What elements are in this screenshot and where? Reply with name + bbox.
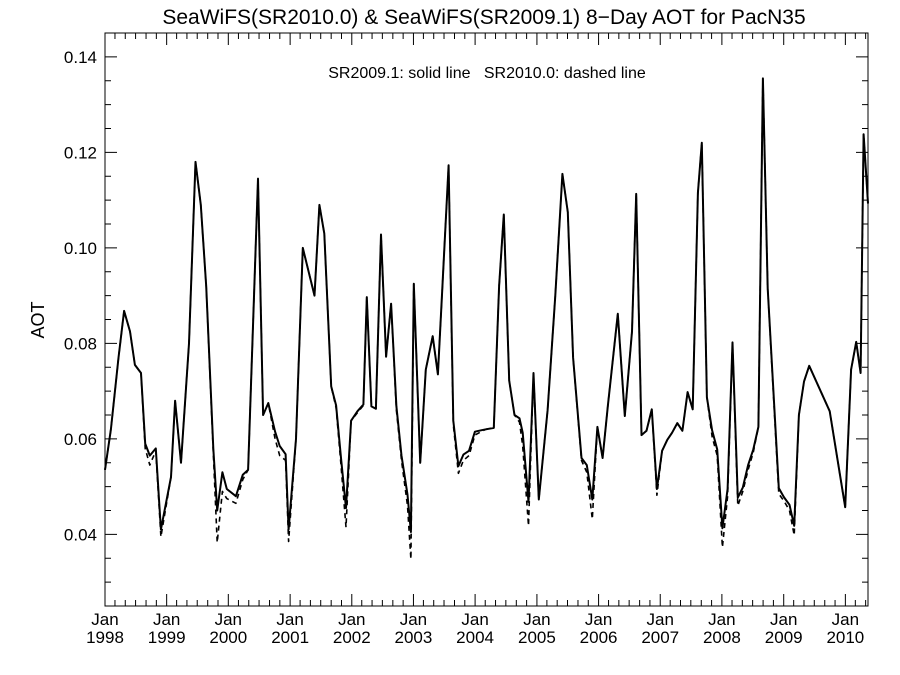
x-tick-label-year: 2001	[271, 628, 309, 647]
y-tick-label: 0.12	[64, 143, 97, 162]
series-line-sr2009-1	[104, 77, 869, 533]
x-tick-label-month: Jan	[832, 610, 859, 629]
x-tick-label-month: Jan	[400, 610, 427, 629]
x-tick-label-year: 2000	[209, 628, 247, 647]
x-tick-label-month: Jan	[770, 610, 797, 629]
x-tick-label-year: 2002	[333, 628, 371, 647]
x-tick-label-year: 1998	[86, 628, 124, 647]
x-tick-label-month: Jan	[91, 610, 118, 629]
x-tick-label-year: 2008	[703, 628, 741, 647]
x-tick-label-year: 2005	[518, 628, 556, 647]
y-tick-label: 0.10	[64, 239, 97, 258]
x-tick-label-month: Jan	[523, 610, 550, 629]
x-tick-label-year: 2006	[580, 628, 618, 647]
y-tick-label: 0.14	[64, 48, 97, 67]
y-axis-label: AOT	[28, 301, 48, 338]
x-tick-label-year: 1999	[148, 628, 186, 647]
x-tick-label-month: Jan	[647, 610, 674, 629]
chart-title: SeaWiFS(SR2010.0) & SeaWiFS(SR2009.1) 8−…	[162, 6, 805, 29]
x-tick-label-year: 2004	[456, 628, 494, 647]
series-layer	[104, 77, 869, 561]
x-tick-label-month: Jan	[338, 610, 365, 629]
x-tick-label-year: 2009	[765, 628, 803, 647]
x-tick-label-month: Jan	[708, 610, 735, 629]
legend-annotation: SR2009.1: solid line SR2010.0: dashed li…	[328, 65, 646, 82]
x-axis-ticks: Jan1998Jan1999Jan2000Jan2001Jan2002Jan20…	[86, 33, 867, 647]
y-tick-label: 0.08	[64, 334, 97, 353]
x-tick-label-year: 2003	[395, 628, 433, 647]
x-tick-label-month: Jan	[461, 610, 488, 629]
x-tick-label-year: 2010	[826, 628, 864, 647]
y-axis-ticks: 0.04 0.06 0.08 0.10 0.12 0.14	[64, 48, 868, 583]
y-tick-label: 0.06	[64, 430, 97, 449]
x-tick-label-month: Jan	[276, 610, 303, 629]
x-tick-label-month: Jan	[215, 610, 242, 629]
x-tick-label-year: 2007	[641, 628, 679, 647]
y-tick-label: 0.04	[64, 525, 97, 544]
x-tick-label-month: Jan	[585, 610, 612, 629]
x-tick-label-month: Jan	[153, 610, 180, 629]
